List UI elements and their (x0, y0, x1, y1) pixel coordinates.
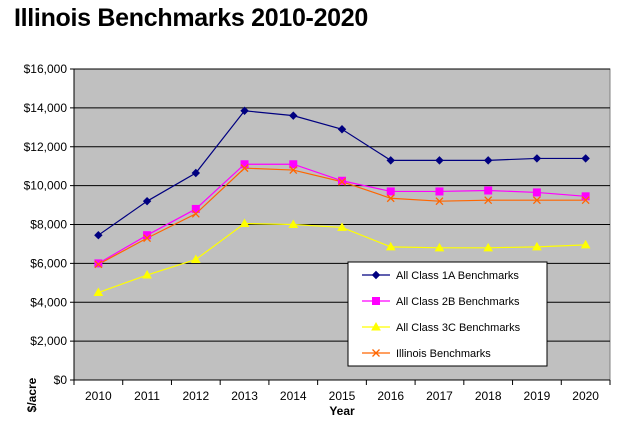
data-point-s2 (483, 242, 494, 252)
data-point-s2 (190, 254, 201, 263)
legend-box (347, 261, 548, 367)
data-point-s1 (581, 192, 590, 201)
data-point-s0 (483, 156, 493, 165)
data-point-s0 (532, 154, 542, 163)
data-point-s3 (532, 196, 541, 205)
data-point-s0 (435, 156, 444, 165)
data-point-s0 (191, 168, 201, 178)
data-point-s3 (435, 197, 444, 206)
y-tick-label: $8,000 (30, 218, 67, 232)
legend-marker (372, 297, 380, 305)
legend-marker (372, 349, 380, 357)
data-point-s2 (580, 239, 591, 249)
x-tick-label: 2020 (572, 389, 599, 403)
data-point-s1 (338, 176, 346, 185)
data-point-s2 (385, 241, 396, 251)
data-point-s0 (289, 111, 298, 120)
y-tick-label: $12,000 (24, 140, 68, 154)
data-point-s2 (239, 218, 250, 228)
legend-entry-label: All Class 3C Benchmarks (396, 322, 521, 334)
data-point-s1 (191, 204, 200, 213)
data-point-s2 (288, 219, 299, 228)
y-tick-label: $0 (54, 373, 68, 387)
legend-entry-label: All Class 2B Benchmarks (396, 296, 520, 308)
data-point-s1 (435, 187, 444, 196)
legend-marker (371, 321, 381, 331)
data-point-s1 (289, 160, 298, 169)
x-tick-label: 2010 (85, 389, 112, 403)
x-axis-label: Year (329, 404, 355, 418)
data-point-s1 (386, 187, 395, 196)
data-point-s3 (240, 164, 249, 173)
data-point-s0 (581, 154, 590, 163)
legend-entry-label: Illinois Benchmarks (396, 348, 491, 360)
y-tick-label: $2,000 (30, 334, 67, 348)
data-point-s3 (191, 209, 200, 218)
x-tick-label: 2017 (426, 389, 453, 403)
data-point-s1 (94, 259, 103, 268)
data-point-s2 (532, 241, 542, 251)
data-point-s2 (93, 287, 104, 297)
chart-title: Illinois Benchmarks 2010-2020 (14, 4, 368, 32)
x-tick-label: 2018 (475, 389, 502, 403)
legend-marker (371, 270, 381, 280)
data-point-s3 (484, 196, 493, 205)
x-tick-label: 2015 (329, 389, 356, 403)
data-point-s3 (143, 234, 152, 243)
x-tick-label: 2013 (231, 389, 258, 403)
data-point-s3 (338, 177, 346, 186)
data-point-s1 (240, 160, 249, 169)
legend-entry-label: All Class 1A Benchmarks (396, 270, 519, 282)
data-point-s3 (289, 166, 298, 175)
data-point-s3 (581, 196, 590, 205)
x-tick-label: 2011 (134, 389, 160, 403)
data-point-s2 (337, 222, 347, 231)
data-point-s3 (94, 260, 103, 269)
data-point-s0 (337, 125, 347, 134)
y-tick-label: $14,000 (24, 101, 68, 115)
y-tick-label: $10,000 (24, 179, 68, 193)
y-axis-label: $/acre (25, 377, 39, 412)
data-point-s0 (240, 106, 249, 115)
x-tick-label: 2019 (524, 389, 551, 403)
y-tick-label: $6,000 (30, 256, 67, 270)
data-point-s2 (434, 242, 445, 252)
data-point-s1 (532, 188, 541, 197)
x-tick-label: 2016 (377, 389, 404, 403)
y-tick-label: $4,000 (30, 295, 67, 309)
y-tick-label: $16,000 (24, 62, 68, 76)
data-point-s0 (386, 156, 395, 165)
data-point-s1 (484, 186, 493, 195)
data-point-s0 (142, 196, 152, 206)
x-tick-label: 2012 (182, 389, 209, 403)
data-point-s0 (94, 230, 103, 240)
data-point-s2 (142, 270, 152, 279)
x-tick-label: 2014 (280, 389, 307, 403)
data-point-s3 (386, 194, 395, 203)
